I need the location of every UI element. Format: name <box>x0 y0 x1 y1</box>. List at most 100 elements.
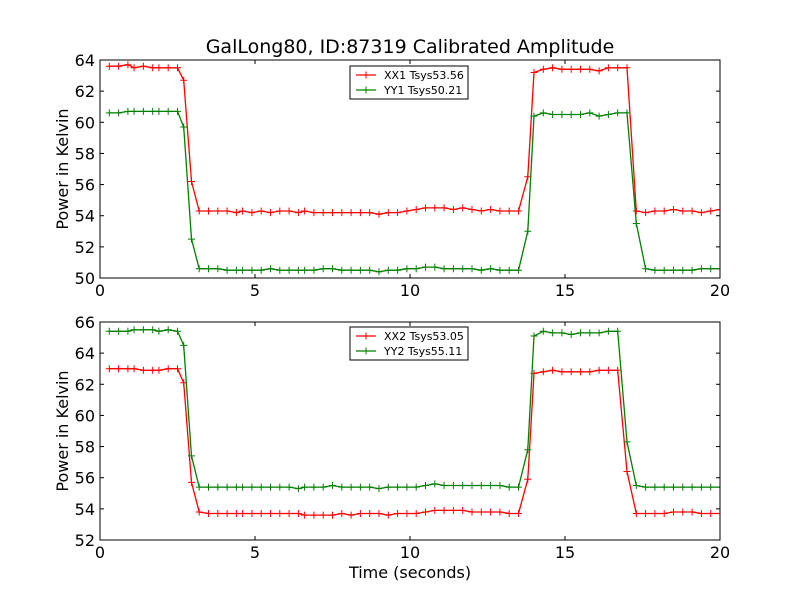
data-point <box>394 510 402 517</box>
data-point <box>394 209 402 217</box>
data-point <box>577 65 584 73</box>
data-point <box>623 109 631 117</box>
data-point <box>595 67 603 75</box>
data-point <box>124 327 132 335</box>
data-point <box>205 483 212 491</box>
x-axis-label: Time (seconds) <box>348 563 471 582</box>
data-point <box>188 478 195 486</box>
data-point <box>375 268 383 276</box>
data-point <box>366 266 374 274</box>
data-point <box>716 483 720 491</box>
data-point <box>130 326 138 334</box>
legend-label: XX1 Tsys53.56 <box>384 69 464 82</box>
series-1-group <box>105 61 720 218</box>
data-point <box>449 506 457 514</box>
data-point <box>586 329 594 337</box>
data-point <box>338 209 346 217</box>
data-point <box>130 64 138 72</box>
data-point <box>642 209 650 217</box>
data-point <box>642 483 650 491</box>
data-point <box>614 366 622 374</box>
data-point <box>124 365 132 373</box>
data-point <box>248 209 256 217</box>
data-point <box>267 510 274 517</box>
data-point <box>487 206 495 213</box>
data-point <box>623 438 631 446</box>
data-point <box>164 107 172 115</box>
data-point <box>164 326 172 334</box>
data-point <box>412 483 420 491</box>
legend-marker <box>362 347 370 355</box>
bottom-subplot: 0 5 10 15 20 52 54 56 58 60 62 64 66 Power in Kelvin X… <box>53 313 730 562</box>
data-point <box>431 480 439 488</box>
data-point <box>586 109 594 117</box>
data-point <box>670 483 677 491</box>
data-point <box>412 265 420 273</box>
data-point <box>623 64 631 72</box>
y-tick-label: 62 <box>75 82 95 101</box>
data-point <box>257 207 265 215</box>
data-point <box>412 206 420 213</box>
legend-marker <box>362 86 370 94</box>
data-point <box>338 266 346 274</box>
data-point <box>149 64 157 72</box>
data-point <box>660 207 668 215</box>
data-point <box>155 107 163 115</box>
data-point <box>440 204 448 212</box>
data-point <box>468 482 476 489</box>
data-point <box>149 366 157 374</box>
data-point <box>567 331 575 338</box>
data-point <box>205 510 212 517</box>
data-point <box>505 207 513 215</box>
data-point <box>214 265 222 273</box>
data-point <box>412 510 420 517</box>
data-point <box>285 510 293 517</box>
data-point <box>539 368 547 376</box>
data-point <box>205 207 212 215</box>
data-point <box>577 111 584 118</box>
data-point <box>670 266 677 274</box>
data-point <box>567 368 575 376</box>
data-point <box>567 111 575 118</box>
data-point <box>105 109 113 117</box>
data-point <box>660 483 668 491</box>
x-tick-label: 5 <box>250 281 260 300</box>
data-point <box>422 482 429 489</box>
data-point <box>223 510 231 517</box>
data-point <box>660 266 668 274</box>
data-point <box>403 265 411 273</box>
data-point <box>515 207 522 215</box>
data-point <box>431 506 439 514</box>
data-point <box>422 204 429 212</box>
data-point <box>604 366 612 374</box>
legend-marker <box>362 332 370 340</box>
data-point <box>496 482 504 489</box>
data-point <box>232 266 240 274</box>
legend-label: YY2 Tsys55.11 <box>383 345 462 358</box>
data-point <box>115 109 123 117</box>
data-point <box>679 207 687 215</box>
data-point <box>558 368 566 376</box>
data-point <box>232 510 240 517</box>
data-point <box>549 64 557 72</box>
data-point <box>232 209 240 217</box>
data-point <box>651 207 659 215</box>
data-point <box>188 235 195 243</box>
data-point <box>577 368 584 376</box>
data-point <box>180 123 188 131</box>
data-point <box>558 329 566 337</box>
data-point <box>214 207 222 215</box>
data-point <box>115 365 123 373</box>
y-tick-label: 66 <box>75 313 95 332</box>
data-point <box>716 265 720 273</box>
data-point <box>707 207 715 215</box>
data-point <box>267 209 274 217</box>
data-point <box>248 510 256 517</box>
data-point <box>651 510 659 517</box>
data-point <box>530 332 538 340</box>
data-point <box>716 510 720 517</box>
data-point <box>586 368 594 376</box>
data-point <box>487 482 495 489</box>
data-point <box>440 265 448 273</box>
